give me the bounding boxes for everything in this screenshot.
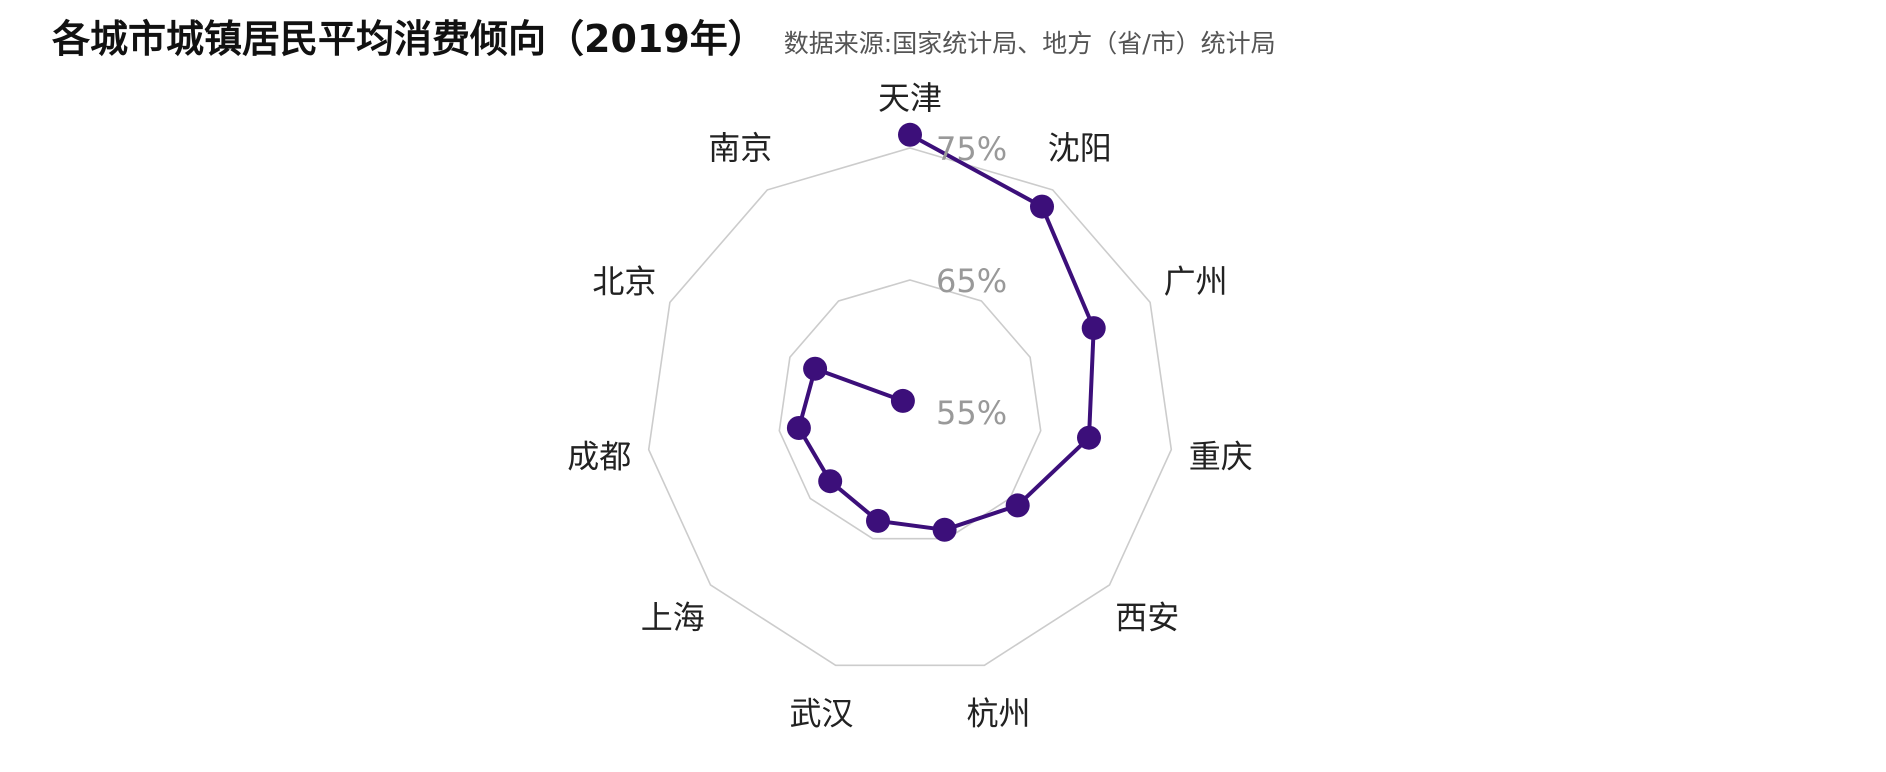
data-point xyxy=(1081,316,1106,341)
data-point xyxy=(1005,493,1030,518)
category-label: 南京 xyxy=(708,129,772,167)
data-point xyxy=(898,122,922,147)
data-source-note: 数据来源:国家统计局、地方（省/市）统计局 xyxy=(783,29,1276,58)
category-label: 上海 xyxy=(641,599,705,637)
category-label: 重庆 xyxy=(1189,438,1253,476)
chart-title: 各城市城镇居民平均消费倾向（2019年） xyxy=(52,17,766,61)
data-point xyxy=(932,517,957,542)
data-point xyxy=(890,388,915,413)
data-point xyxy=(866,508,890,533)
tick-label: 75% xyxy=(936,130,1007,168)
data-point xyxy=(1077,425,1101,450)
tick-label: 55% xyxy=(936,394,1007,432)
tick-label: 65% xyxy=(936,262,1007,300)
category-label: 广州 xyxy=(1164,263,1228,301)
grid-ring xyxy=(647,147,1173,667)
data-point xyxy=(1030,194,1054,219)
data-point xyxy=(786,416,811,440)
category-label: 杭州 xyxy=(966,694,1030,732)
category-label: 成都 xyxy=(567,438,631,476)
category-label: 沈阳 xyxy=(1048,129,1112,167)
category-label: 天津 xyxy=(878,79,942,117)
category-label: 武汉 xyxy=(789,694,853,732)
data-point xyxy=(818,469,843,494)
chart-header: 各城市城镇居民平均消费倾向（2019年） 数据来源:国家统计局、地方（省/市）统… xyxy=(52,8,1276,61)
category-label: 西安 xyxy=(1115,599,1179,637)
data-point xyxy=(803,356,828,381)
series-line xyxy=(796,133,1096,532)
category-label: 北京 xyxy=(592,263,656,301)
grid-ring xyxy=(778,279,1042,540)
